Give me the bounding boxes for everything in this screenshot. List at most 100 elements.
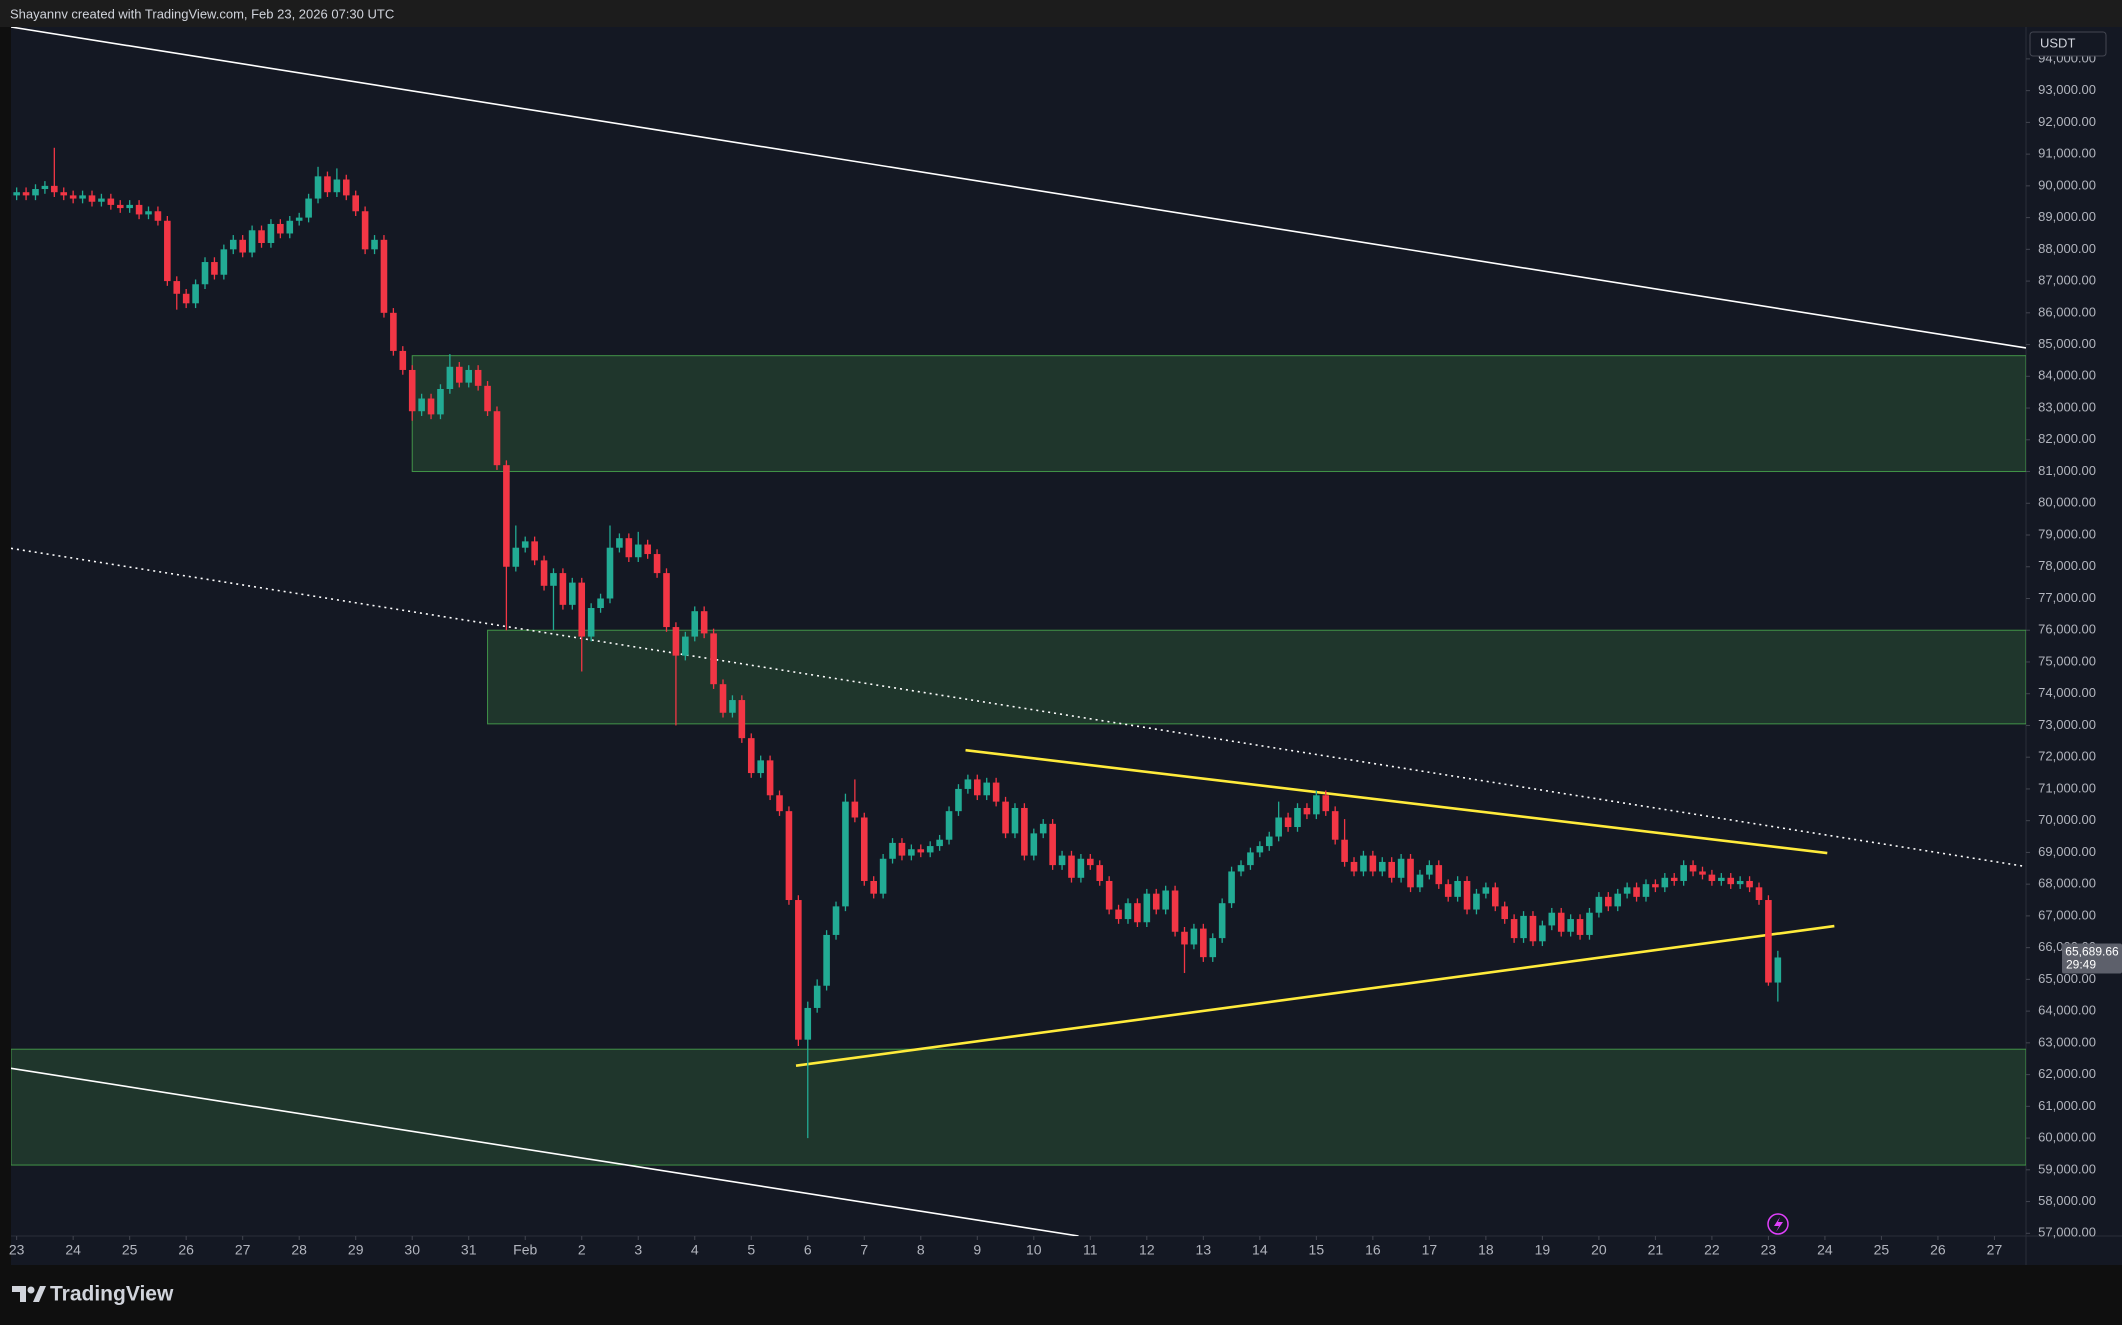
candle-body <box>550 573 557 586</box>
candle-body <box>390 312 397 351</box>
candle-body <box>1426 865 1433 875</box>
candle-body <box>1190 928 1198 945</box>
candle-body <box>1482 887 1490 894</box>
candle-body <box>512 547 520 567</box>
candle-body <box>1237 865 1245 872</box>
y-tick-label: 85,000.00 <box>2038 336 2096 351</box>
y-tick-label: 57,000.00 <box>2038 1225 2096 1240</box>
x-tick-label: 25 <box>122 1242 138 1258</box>
candle-body <box>305 198 312 218</box>
y-tick-label: 65,000.00 <box>2038 971 2096 986</box>
candle-body <box>1605 896 1612 907</box>
y-tick-label: 78,000.00 <box>2038 558 2096 573</box>
x-tick-label: 16 <box>1365 1242 1381 1258</box>
alert-icon[interactable] <box>1767 1213 1789 1235</box>
candle-body <box>1765 900 1772 983</box>
candle-body <box>851 801 859 818</box>
candle-body <box>88 195 96 202</box>
candle-body <box>860 817 868 881</box>
x-tick-label: 18 <box>1478 1242 1494 1258</box>
candle-body <box>521 541 529 548</box>
candle-body <box>1407 858 1414 888</box>
candle-body <box>456 366 463 383</box>
y-tick-label: 71,000.00 <box>2038 780 2096 795</box>
candle-body <box>766 760 774 796</box>
currency-box[interactable] <box>2029 31 2107 57</box>
candle-body <box>1529 915 1537 942</box>
trend-lines <box>11 27 2026 1236</box>
candle-body <box>437 389 444 415</box>
candle-body <box>267 223 275 243</box>
candle-body <box>710 633 717 685</box>
candle-body <box>663 573 670 628</box>
y-tick-label: 63,000.00 <box>2038 1034 2096 1049</box>
candle-body <box>342 179 350 196</box>
y-tick-label: 91,000.00 <box>2038 146 2096 161</box>
logo-mark <box>12 1286 26 1302</box>
candle-body <box>757 760 764 774</box>
x-tick-label: 23 <box>9 1242 25 1258</box>
x-tick-label: 26 <box>178 1242 194 1258</box>
candle-body <box>1454 880 1461 897</box>
candle-body <box>1718 877 1725 881</box>
candle-body <box>1049 823 1056 866</box>
candle-body <box>879 858 887 894</box>
candle-body <box>220 249 228 275</box>
y-tick-label: 75,000.00 <box>2038 653 2096 668</box>
x-tick-label: 2 <box>578 1242 586 1258</box>
candle-body <box>738 700 746 739</box>
last-price-box <box>2062 943 2122 974</box>
x-tick-label: 30 <box>404 1242 420 1258</box>
candle-body <box>1275 817 1282 837</box>
x-tick-label: 10 <box>1026 1242 1042 1258</box>
candle-body <box>1510 919 1518 939</box>
candle-body <box>1030 833 1038 856</box>
candle-body <box>1586 912 1593 935</box>
candle-body <box>540 560 548 586</box>
candle-body <box>427 398 435 415</box>
candle-body <box>1567 919 1574 932</box>
candle-body <box>1134 903 1141 923</box>
candle-body <box>1539 925 1546 942</box>
candle-body <box>1595 896 1603 913</box>
candle-body <box>1284 817 1292 828</box>
candle-body <box>1331 811 1339 840</box>
candle-body <box>1256 846 1264 853</box>
alert-bolt <box>1774 1217 1783 1232</box>
trend-line <box>11 1067 1079 1236</box>
x-tick-label: 28 <box>291 1242 307 1258</box>
candle-body <box>531 541 538 561</box>
candle-body <box>898 842 906 856</box>
candle-body <box>60 192 68 196</box>
candle-body <box>173 281 181 294</box>
trend-line <box>795 924 1835 1067</box>
candle-body <box>908 849 915 856</box>
candle-body <box>672 627 680 656</box>
candle-body <box>1774 957 1782 983</box>
candle-body <box>1557 912 1565 932</box>
y-tick-label: 86,000.00 <box>2038 304 2096 319</box>
x-tick-label: 26 <box>1930 1242 1946 1258</box>
x-tick-label: 31 <box>461 1242 477 1258</box>
candle-body <box>870 880 877 894</box>
candle-body <box>1096 865 1104 881</box>
candle-body <box>1218 903 1226 939</box>
candle-body <box>135 204 143 215</box>
candle-body <box>823 934 830 986</box>
candle-body <box>682 636 689 656</box>
candle-body <box>700 611 708 634</box>
logo-dot <box>27 1286 35 1294</box>
trend-line <box>965 748 1828 855</box>
candle-body <box>1746 880 1753 888</box>
candle-body <box>1105 880 1113 910</box>
candle-body <box>1520 915 1527 939</box>
axes: 57,000.00 58,000.00 59,000.00 60,000.00 61,0… <box>9 50 2122 1258</box>
x-tick-label: 11 <box>1083 1242 1098 1258</box>
candle-body <box>587 608 595 637</box>
candle-body <box>192 284 199 304</box>
y-tick-label: 61,000.00 <box>2038 1098 2096 1113</box>
candle-body <box>98 198 105 202</box>
candle-body <box>1689 865 1697 872</box>
brand-logo[interactable]: TradingView <box>12 1283 174 1306</box>
candle-body <box>1162 890 1169 910</box>
